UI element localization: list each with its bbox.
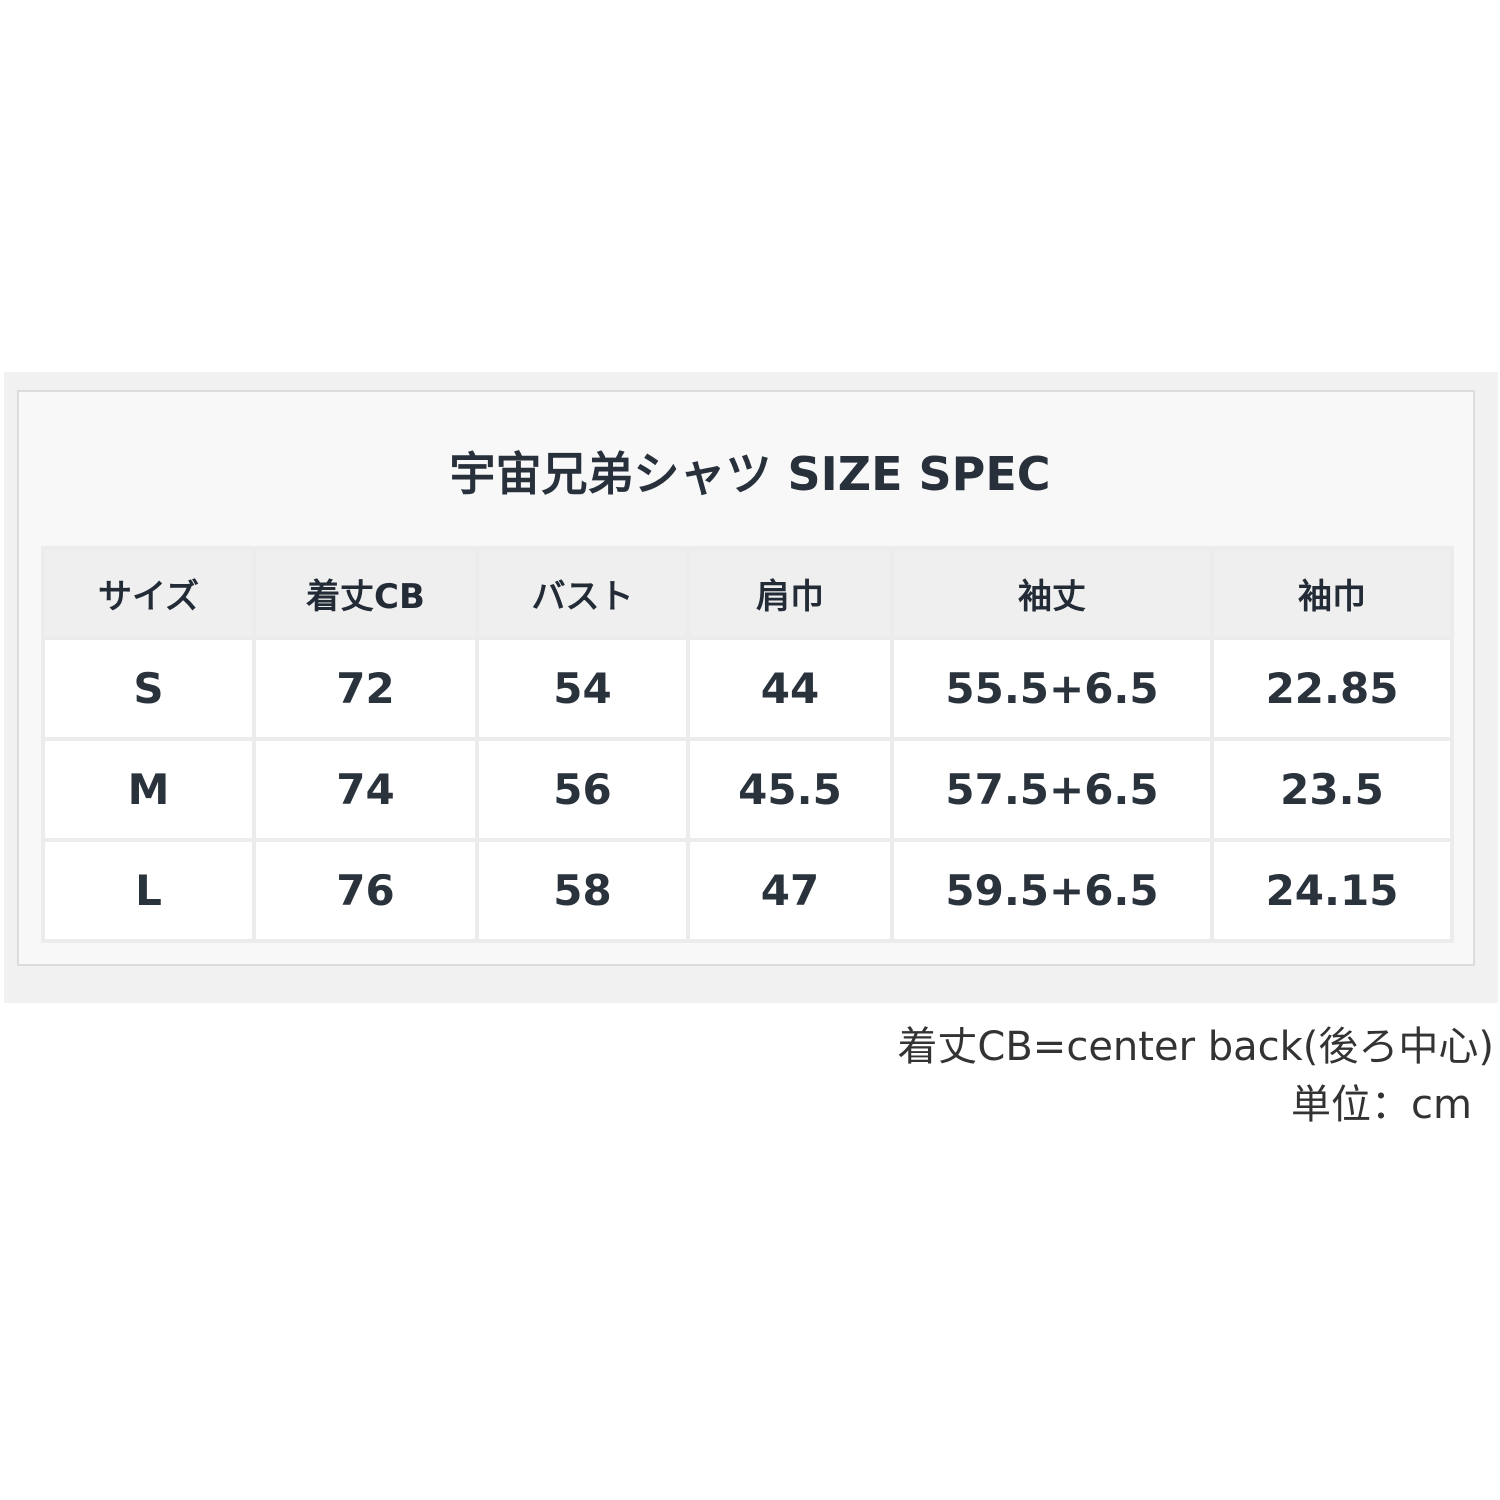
cell-bust: 58 [479,842,686,939]
cell-shoulder: 47 [690,842,890,939]
footnotes: 着丈CB=center back(後ろ中心) 単位：cm [897,1018,1494,1134]
cell-shoulder: 45.5 [690,741,890,838]
cell-bust: 54 [479,640,686,737]
cell-length: 72 [256,640,475,737]
table-header-row: サイズ 着丈CB バスト 肩巾 袖丈 袖巾 [45,550,1450,636]
size-spec-table: サイズ 着丈CB バスト 肩巾 袖丈 袖巾 S 72 54 44 55.5+6.… [41,546,1454,943]
cell-size: S [45,640,252,737]
table-row: S 72 54 44 55.5+6.5 22.85 [45,640,1450,737]
header-length: 着丈CB [256,550,475,636]
cell-bust: 56 [479,741,686,838]
header-size: サイズ [45,550,252,636]
center-back-note: 着丈CB=center back(後ろ中心) [897,1024,1494,1070]
cell-sleeve-width: 22.85 [1214,640,1450,737]
table-row: L 76 58 47 59.5+6.5 24.15 [45,842,1450,939]
cell-sleeve-width: 23.5 [1214,741,1450,838]
unit-note: 単位：cm [1291,1082,1472,1128]
cell-size: M [45,741,252,838]
header-shoulder: 肩巾 [690,550,890,636]
cell-sleeve-length: 59.5+6.5 [894,842,1210,939]
cell-length: 74 [256,741,475,838]
cell-sleeve-length: 57.5+6.5 [894,741,1210,838]
cell-size: L [45,842,252,939]
header-sleeve-length: 袖丈 [894,550,1210,636]
header-bust: バスト [479,550,686,636]
header-sleeve-width: 袖巾 [1214,550,1450,636]
table-row: M 74 56 45.5 57.5+6.5 23.5 [45,741,1450,838]
cell-length: 76 [256,842,475,939]
cell-sleeve-width: 24.15 [1214,842,1450,939]
cell-shoulder: 44 [690,640,890,737]
page-title: 宇宙兄弟シャツ SIZE SPEC [449,447,1051,501]
cell-sleeve-length: 55.5+6.5 [894,640,1210,737]
